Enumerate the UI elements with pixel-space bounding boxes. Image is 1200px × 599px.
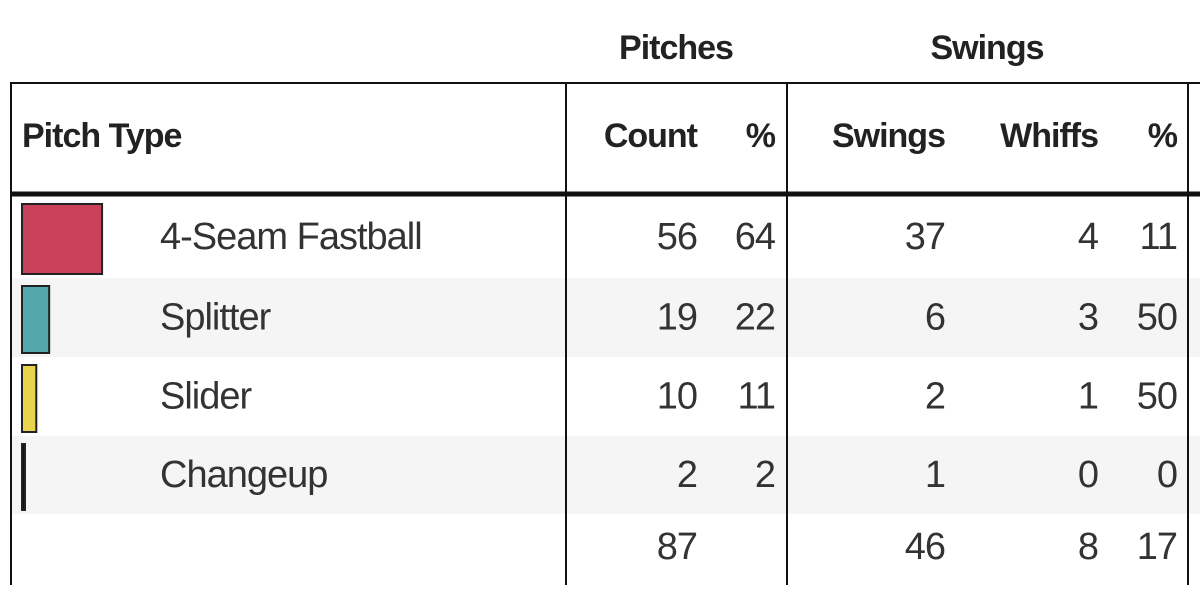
cell: 0 (1157, 454, 1177, 496)
cell: 1 (925, 454, 945, 496)
column-header: Swings (832, 117, 945, 155)
count-bar (21, 364, 38, 433)
row-background (10, 436, 1200, 514)
pitch-name: Slider (160, 376, 252, 418)
cell: 10 (657, 376, 697, 418)
cell: 0 (1078, 454, 1098, 496)
column-header: Pitch Type (22, 117, 181, 155)
cell: 11 (738, 376, 775, 418)
pitch-name: Splitter (160, 297, 272, 339)
cell: 3 (1078, 297, 1098, 339)
cell: 2 (925, 376, 945, 418)
cell: 37 (905, 216, 945, 258)
count-bar (21, 285, 51, 354)
cell: 2 (677, 454, 697, 496)
cell: 1 (1078, 376, 1098, 418)
cell: 50 (1137, 297, 1177, 339)
group-header: Swings (930, 29, 1043, 67)
cell: 64 (735, 216, 776, 258)
cell: 6 (925, 297, 945, 339)
total-cell: 46 (905, 526, 945, 568)
cell: 19 (657, 297, 697, 339)
cell: 22 (735, 297, 775, 339)
cell: 4 (1078, 216, 1099, 258)
column-header: % (1148, 117, 1178, 155)
column-header: Whiffs (1000, 117, 1098, 155)
row-background (10, 278, 1200, 357)
pitch-name: 4-Seam Fastball (160, 216, 422, 258)
total-cell: 87 (657, 526, 697, 568)
total-cell: 17 (1137, 526, 1177, 568)
column-header: Count (604, 117, 698, 155)
column-header: % (746, 117, 776, 155)
count-bar (21, 443, 26, 511)
pitch-name: Changeup (160, 454, 327, 496)
cell: 11 (1140, 216, 1177, 258)
total-cell: 8 (1078, 526, 1098, 568)
count-bar (21, 203, 104, 275)
cell: 56 (657, 216, 697, 258)
group-header: Pitches (619, 29, 733, 67)
cell: 2 (755, 454, 775, 496)
cell: 50 (1137, 376, 1177, 418)
